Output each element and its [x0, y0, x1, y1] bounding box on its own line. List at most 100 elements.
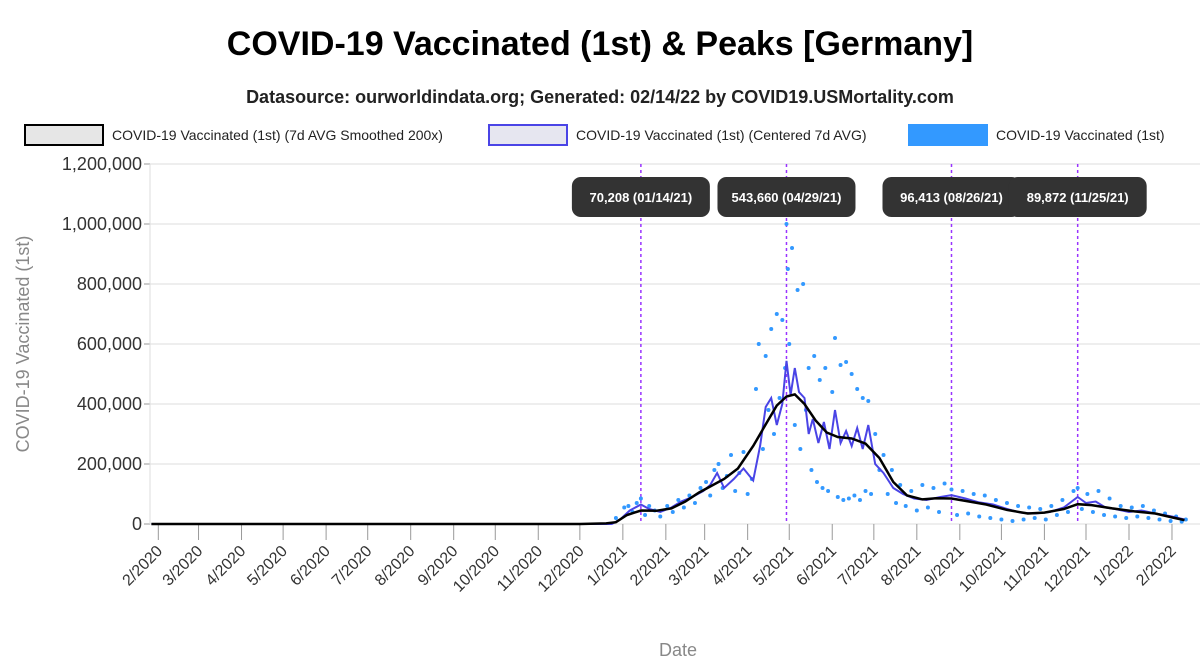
raw-data-point — [809, 468, 814, 472]
raw-data-point — [844, 360, 849, 364]
raw-data-point — [885, 492, 890, 496]
x-tick-label: 1/2021 — [584, 543, 631, 590]
raw-data-point — [949, 487, 954, 492]
x-tick-label: 2/2020 — [120, 543, 167, 590]
raw-data-point — [988, 516, 993, 520]
raw-data-point — [1129, 505, 1134, 510]
raw-data-point — [756, 342, 761, 346]
raw-data-point — [670, 510, 675, 514]
grid-layer — [150, 163, 1200, 525]
raw-data-point — [1124, 516, 1129, 520]
raw-data-point — [1049, 504, 1054, 508]
raw-data-point — [812, 354, 817, 358]
centered-avg-line — [151, 360, 1185, 525]
raw-data-point — [966, 511, 971, 516]
y-tick-label: 800,000 — [77, 274, 142, 294]
raw-data-point — [795, 288, 800, 292]
raw-data-point — [925, 505, 930, 510]
y-tick-label: 1,200,000 — [62, 154, 142, 174]
raw-data-point — [838, 363, 843, 367]
raw-data-point — [1065, 510, 1070, 514]
raw-data-point — [920, 483, 925, 487]
raw-data-point — [1085, 492, 1090, 496]
x-tick-label: 6/2021 — [793, 543, 840, 590]
raw-data-point — [1032, 516, 1037, 520]
raw-data-point — [1021, 517, 1026, 522]
raw-data-point — [760, 447, 765, 451]
x-tick-label: 1/2022 — [1090, 543, 1137, 590]
raw-data-point — [863, 489, 868, 493]
raw-data-point — [647, 504, 652, 508]
raw-data-point — [820, 486, 825, 490]
raw-data-point — [622, 505, 627, 510]
raw-data-point — [894, 501, 899, 505]
raw-data-point — [792, 423, 797, 427]
raw-data-point — [787, 342, 792, 346]
raw-data-point — [830, 390, 835, 394]
raw-data-point — [1183, 517, 1188, 522]
raw-data-point — [716, 462, 721, 466]
raw-data-point — [704, 480, 709, 484]
raw-data-point — [835, 495, 840, 499]
raw-data-point — [960, 489, 965, 493]
raw-data-point — [665, 504, 670, 508]
raw-data-point — [1016, 504, 1021, 508]
raw-data-point — [745, 492, 750, 496]
raw-data-point — [931, 486, 936, 490]
raw-data-point — [692, 501, 697, 505]
x-axis-title: Date — [659, 640, 697, 660]
raw-data-point — [729, 453, 734, 457]
smoothed-avg-line — [151, 393, 1185, 526]
raw-data-point — [1054, 513, 1059, 517]
legend-swatch-centered — [488, 124, 568, 146]
x-tick-label: 7/2020 — [329, 543, 376, 590]
raw-data-point — [955, 513, 960, 517]
raw-data-point — [806, 366, 811, 370]
raw-data-point — [993, 498, 998, 502]
x-tick-label: 2/2021 — [627, 543, 674, 590]
x-tick-label: 2/2022 — [1133, 543, 1180, 590]
raw-data-point — [823, 366, 828, 370]
raw-data-point — [772, 432, 776, 436]
x-tick-label: 3/2020 — [160, 543, 207, 590]
raw-data-point — [1038, 507, 1043, 511]
raw-data-point — [801, 282, 806, 286]
raw-data-point — [1113, 514, 1118, 519]
raw-data-point — [1075, 486, 1080, 490]
legend: COVID-19 Vaccinated (1st) (7d AVG Smooth… — [24, 124, 1165, 146]
peak-label-box — [882, 177, 1021, 217]
peak-label-box — [571, 177, 710, 217]
legend-swatch-smoothed — [24, 124, 104, 146]
raw-data-point — [626, 504, 631, 508]
raw-data-point — [937, 510, 942, 514]
x-tick-label: 6/2020 — [287, 543, 334, 590]
raw-data-point — [971, 492, 976, 496]
raw-data-point — [698, 486, 703, 490]
peak-labels: 70,208 (01/14/21) 543,660 (04/29/21) 96,41… — [571, 177, 1147, 217]
x-tick-label: 8/2021 — [878, 543, 925, 590]
raw-data-point — [1079, 507, 1084, 511]
raw-data-point — [817, 378, 822, 382]
raw-data-point — [903, 504, 908, 508]
y-tick-label: 1,000,000 — [62, 214, 142, 234]
raw-data-point — [833, 336, 838, 340]
raw-data-point — [769, 327, 774, 331]
raw-data-point — [790, 246, 795, 250]
x-tick-label: 5/2020 — [244, 543, 291, 590]
x-tick-label: 7/2021 — [835, 543, 882, 590]
x-tick-label: 10/2021 — [956, 543, 1009, 596]
raw-data-point — [909, 489, 914, 493]
x-tick-label: 8/2020 — [372, 543, 419, 590]
raw-data-point — [798, 447, 803, 451]
raw-data-point — [1010, 519, 1015, 523]
raw-data-point — [658, 514, 663, 519]
raw-data-point — [741, 450, 746, 454]
peak-label-box — [717, 177, 856, 217]
raw-data-point — [1060, 498, 1065, 502]
raw-data-point — [1118, 504, 1123, 508]
raw-data-point — [1027, 505, 1032, 510]
raw-data-point — [1071, 489, 1076, 493]
raw-data-point — [826, 489, 831, 493]
raw-data-point — [753, 387, 758, 391]
